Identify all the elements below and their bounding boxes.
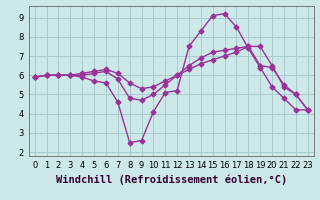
X-axis label: Windchill (Refroidissement éolien,°C): Windchill (Refroidissement éolien,°C) [56, 174, 287, 185]
